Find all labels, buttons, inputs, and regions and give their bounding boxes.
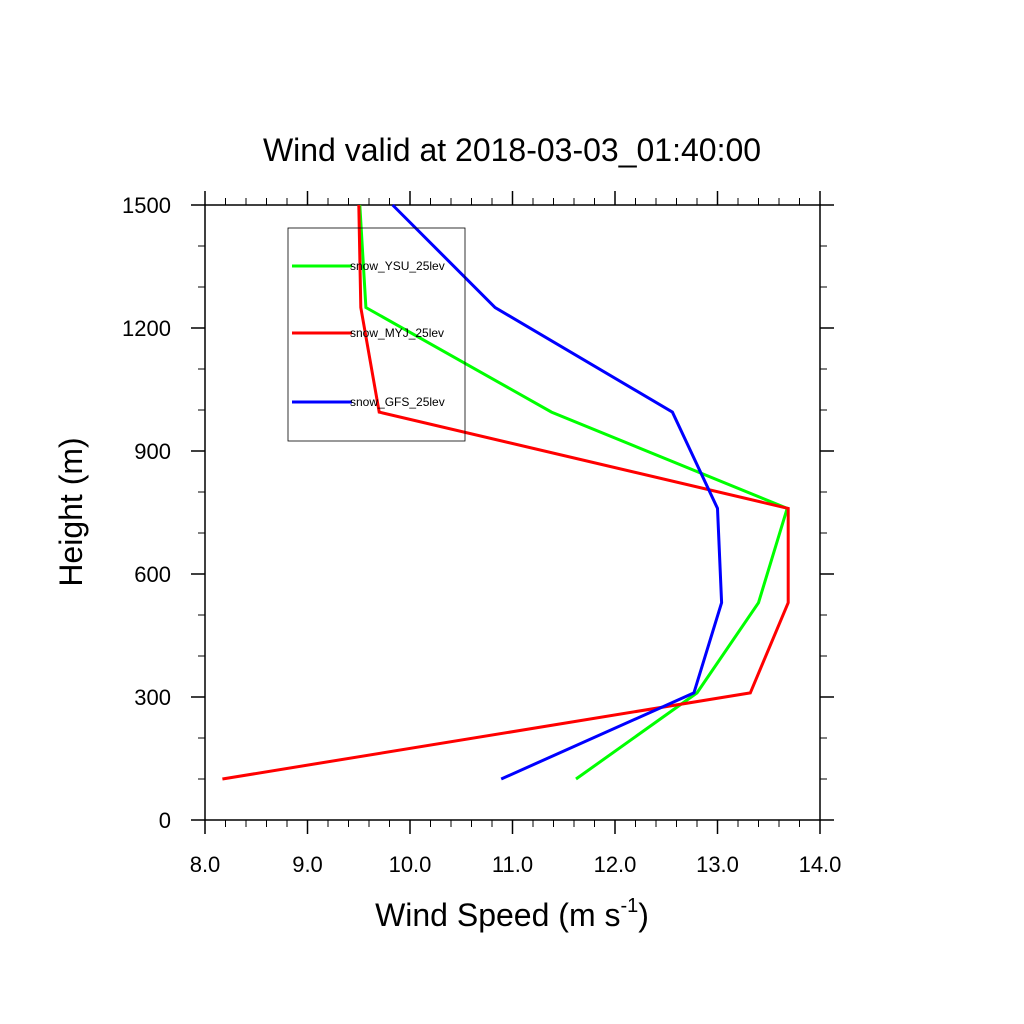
legend-label-snow_GFS_25lev: snow_GFS_25lev	[350, 395, 445, 409]
x-tick-label: 9.0	[292, 852, 323, 877]
x-axis-label-superscript: -1	[620, 895, 638, 917]
y-tick-label: 1200	[122, 316, 171, 341]
x-tick-label: 11.0	[492, 852, 533, 877]
x-tick-label: 10.0	[389, 852, 432, 877]
x-axis-label-suffix: )	[638, 897, 649, 933]
chart-title: Wind valid at 2018-03-03_01:40:00	[263, 132, 761, 168]
y-tick-label: 300	[134, 685, 171, 710]
legend-label-snow_MYJ_25lev: snow_MYJ_25lev	[350, 326, 444, 340]
legend-box	[287, 227, 466, 442]
x-tick-label: 8.0	[190, 852, 221, 877]
plot-axes: 8.0 9.0 10.0 11.0 12.0 13.0 14.0 0 300 600 900 120…	[122, 191, 841, 877]
series-lines	[222, 203, 790, 781]
y-tick-label: 0	[159, 808, 171, 833]
y-tick-label: 900	[134, 439, 171, 464]
legend: snow_YSU_25lev snow_MYJ_25lev snow_GFS_25l…	[287, 227, 466, 442]
x-tick-label: 14.0	[799, 852, 842, 877]
x-axis-label-main: Wind Speed (m s	[375, 897, 620, 933]
x-tick-label: 13.0	[696, 852, 739, 877]
plot-frame	[204, 204, 821, 821]
series-line-snow_MYJ_25lev	[222, 204, 790, 781]
y-tick-label: 1500	[122, 193, 171, 218]
y-tick-label: 600	[134, 562, 171, 587]
x-tick-label: 12.0	[594, 852, 637, 877]
legend-label-snow_YSU_25lev: snow_YSU_25lev	[350, 259, 445, 273]
legend-items: snow_YSU_25lev snow_MYJ_25lev snow_GFS_25l…	[292, 259, 445, 409]
minor-ticks	[198, 198, 827, 827]
y-tick-labels: 0 300 600 900 1200 1500	[122, 193, 171, 833]
y-axis-label: Height (m)	[53, 437, 89, 586]
series-line-snow_GFS_25lev	[391, 203, 724, 781]
x-axis-label: Wind Speed (m s-1)	[375, 895, 649, 933]
x-tick-labels: 8.0 9.0 10.0 11.0 12.0 13.0 14.0	[190, 852, 842, 877]
major-ticks	[191, 191, 834, 834]
